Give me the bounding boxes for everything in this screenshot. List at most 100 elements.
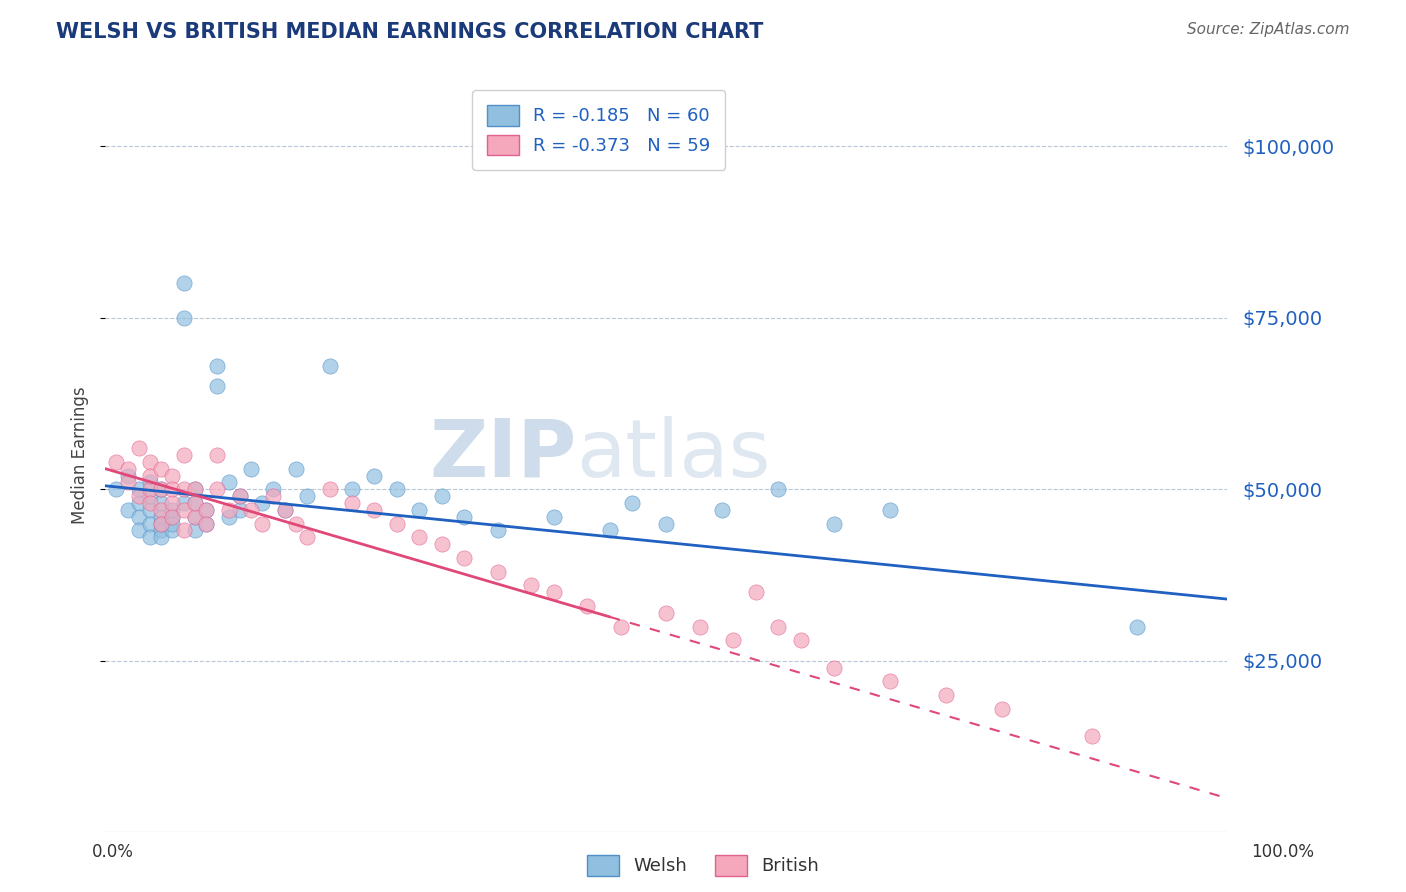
Point bbox=[486, 565, 509, 579]
Point bbox=[184, 524, 207, 538]
Point bbox=[363, 468, 385, 483]
Text: atlas: atlas bbox=[576, 416, 770, 494]
Point bbox=[128, 482, 150, 496]
Point bbox=[150, 496, 173, 510]
Point bbox=[173, 482, 195, 496]
Point bbox=[128, 489, 150, 503]
Point bbox=[879, 503, 901, 517]
Point bbox=[262, 489, 284, 503]
Point bbox=[655, 516, 678, 531]
Legend: Welsh, British: Welsh, British bbox=[579, 847, 827, 883]
Point bbox=[150, 482, 173, 496]
Point bbox=[139, 482, 162, 496]
Point bbox=[318, 359, 340, 373]
Point bbox=[139, 475, 162, 490]
Point bbox=[218, 503, 240, 517]
Point bbox=[543, 509, 565, 524]
Point bbox=[340, 482, 363, 496]
Point bbox=[1126, 619, 1149, 633]
Point bbox=[117, 461, 139, 475]
Point bbox=[162, 509, 184, 524]
Point bbox=[139, 455, 162, 469]
Legend: R = -0.185   N = 60, R = -0.373   N = 59: R = -0.185 N = 60, R = -0.373 N = 59 bbox=[472, 90, 725, 169]
Point bbox=[273, 503, 295, 517]
Point bbox=[1081, 729, 1104, 743]
Point bbox=[991, 702, 1014, 716]
Point bbox=[486, 524, 509, 538]
Point bbox=[195, 503, 218, 517]
Point bbox=[284, 461, 307, 475]
Point bbox=[766, 619, 789, 633]
Point bbox=[744, 585, 766, 599]
Point bbox=[117, 503, 139, 517]
Point bbox=[150, 516, 173, 531]
Point bbox=[162, 468, 184, 483]
Point bbox=[823, 661, 845, 675]
Point bbox=[207, 379, 229, 393]
Point bbox=[207, 359, 229, 373]
Point bbox=[655, 606, 678, 620]
Point bbox=[162, 482, 184, 496]
Point bbox=[184, 496, 207, 510]
Point bbox=[318, 482, 340, 496]
Point bbox=[453, 509, 475, 524]
Point bbox=[150, 503, 173, 517]
Text: ZIP: ZIP bbox=[429, 416, 576, 494]
Point bbox=[879, 674, 901, 689]
Point bbox=[128, 441, 150, 455]
Point bbox=[273, 503, 295, 517]
Point bbox=[162, 509, 184, 524]
Point bbox=[117, 475, 139, 490]
Point bbox=[105, 455, 128, 469]
Point bbox=[229, 489, 252, 503]
Point bbox=[173, 310, 195, 325]
Point bbox=[139, 516, 162, 531]
Point bbox=[139, 503, 162, 517]
Point bbox=[789, 633, 811, 648]
Point bbox=[295, 489, 318, 503]
Point bbox=[363, 503, 385, 517]
Point bbox=[218, 475, 240, 490]
Point bbox=[195, 516, 218, 531]
Point bbox=[721, 633, 744, 648]
Point bbox=[150, 461, 173, 475]
Point bbox=[599, 524, 621, 538]
Point bbox=[229, 503, 252, 517]
Point bbox=[162, 496, 184, 510]
Point bbox=[184, 482, 207, 496]
Point bbox=[385, 482, 408, 496]
Point bbox=[128, 524, 150, 538]
Y-axis label: Median Earnings: Median Earnings bbox=[72, 386, 89, 524]
Text: 100.0%: 100.0% bbox=[1251, 843, 1315, 861]
Point bbox=[150, 509, 173, 524]
Point bbox=[139, 496, 162, 510]
Point bbox=[150, 482, 173, 496]
Point bbox=[295, 530, 318, 544]
Point bbox=[184, 482, 207, 496]
Point bbox=[173, 503, 195, 517]
Point bbox=[184, 496, 207, 510]
Point bbox=[430, 489, 453, 503]
Point bbox=[173, 448, 195, 462]
Point bbox=[195, 503, 218, 517]
Point bbox=[543, 585, 565, 599]
Point bbox=[128, 496, 150, 510]
Point bbox=[150, 530, 173, 544]
Point bbox=[173, 496, 195, 510]
Point bbox=[162, 524, 184, 538]
Point bbox=[823, 516, 845, 531]
Point bbox=[184, 509, 207, 524]
Point bbox=[935, 688, 957, 702]
Point bbox=[229, 489, 252, 503]
Point bbox=[711, 503, 734, 517]
Point bbox=[139, 489, 162, 503]
Point bbox=[207, 448, 229, 462]
Point bbox=[173, 277, 195, 291]
Point bbox=[610, 619, 633, 633]
Point bbox=[262, 482, 284, 496]
Text: WELSH VS BRITISH MEDIAN EARNINGS CORRELATION CHART: WELSH VS BRITISH MEDIAN EARNINGS CORRELA… bbox=[56, 22, 763, 42]
Point bbox=[340, 496, 363, 510]
Point bbox=[139, 530, 162, 544]
Point bbox=[207, 482, 229, 496]
Point bbox=[105, 482, 128, 496]
